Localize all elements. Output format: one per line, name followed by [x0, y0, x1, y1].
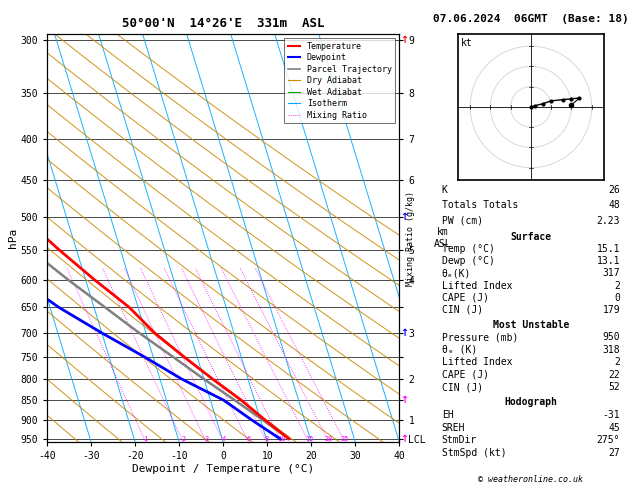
Text: 275°: 275° — [596, 435, 620, 445]
Text: StmDir: StmDir — [442, 435, 477, 445]
Text: 3: 3 — [204, 436, 209, 442]
X-axis label: Dewpoint / Temperature (°C): Dewpoint / Temperature (°C) — [132, 464, 314, 474]
Text: Temp (°C): Temp (°C) — [442, 244, 494, 254]
Text: K: K — [442, 185, 448, 195]
Text: Mixing Ratio (g/kg): Mixing Ratio (g/kg) — [406, 191, 415, 286]
Text: θₑ (K): θₑ (K) — [442, 345, 477, 355]
Text: -31: -31 — [603, 410, 620, 420]
Text: Pressure (mb): Pressure (mb) — [442, 332, 518, 342]
Text: 45: 45 — [608, 423, 620, 433]
Text: 27: 27 — [608, 448, 620, 458]
Text: Lifted Index: Lifted Index — [442, 357, 512, 367]
Y-axis label: km
ASL: km ASL — [434, 227, 452, 249]
Text: ↑: ↑ — [401, 395, 408, 405]
Text: CIN (J): CIN (J) — [442, 382, 483, 392]
Text: ↑: ↑ — [401, 328, 408, 338]
Text: 13.1: 13.1 — [596, 256, 620, 266]
Text: 25: 25 — [341, 436, 349, 442]
Text: SREH: SREH — [442, 423, 465, 433]
Text: PW (cm): PW (cm) — [442, 216, 483, 226]
Text: 318: 318 — [603, 345, 620, 355]
Text: 2: 2 — [614, 280, 620, 291]
Text: ↑: ↑ — [401, 211, 408, 222]
Text: CAPE (J): CAPE (J) — [442, 293, 489, 303]
Text: Dewp (°C): Dewp (°C) — [442, 256, 494, 266]
Text: © weatheronline.co.uk: © weatheronline.co.uk — [479, 474, 583, 484]
Text: ↑: ↑ — [401, 35, 408, 45]
Text: CAPE (J): CAPE (J) — [442, 370, 489, 380]
Text: 10: 10 — [277, 436, 286, 442]
Text: 950: 950 — [603, 332, 620, 342]
Text: Lifted Index: Lifted Index — [442, 280, 512, 291]
Text: Surface: Surface — [510, 232, 552, 242]
Text: 6: 6 — [247, 436, 250, 442]
Text: Totals Totals: Totals Totals — [442, 200, 518, 210]
Text: 52: 52 — [608, 382, 620, 392]
Text: 8: 8 — [265, 436, 269, 442]
Text: 1: 1 — [143, 436, 148, 442]
Text: 15: 15 — [304, 436, 313, 442]
Text: θₑ(K): θₑ(K) — [442, 268, 471, 278]
Text: Hodograph: Hodograph — [504, 398, 557, 407]
Text: 15.1: 15.1 — [596, 244, 620, 254]
Text: 2.23: 2.23 — [596, 216, 620, 226]
Text: 4: 4 — [221, 436, 226, 442]
Text: 20: 20 — [325, 436, 333, 442]
Text: 50°00'N  14°26'E  331m  ASL: 50°00'N 14°26'E 331m ASL — [122, 17, 325, 30]
Text: CIN (J): CIN (J) — [442, 305, 483, 315]
Text: 07.06.2024  06GMT  (Base: 18): 07.06.2024 06GMT (Base: 18) — [433, 14, 629, 24]
Text: 22: 22 — [608, 370, 620, 380]
Text: 26: 26 — [608, 185, 620, 195]
Text: Most Unstable: Most Unstable — [493, 320, 569, 330]
Text: 0: 0 — [614, 293, 620, 303]
Text: kt: kt — [461, 38, 472, 49]
Text: EH: EH — [442, 410, 454, 420]
Text: ↑: ↑ — [401, 434, 408, 444]
Text: StmSpd (kt): StmSpd (kt) — [442, 448, 506, 458]
Text: 2: 2 — [614, 357, 620, 367]
Y-axis label: hPa: hPa — [8, 228, 18, 248]
Text: 317: 317 — [603, 268, 620, 278]
Legend: Temperature, Dewpoint, Parcel Trajectory, Dry Adiabat, Wet Adiabat, Isotherm, Mi: Temperature, Dewpoint, Parcel Trajectory… — [284, 38, 395, 123]
Text: 2: 2 — [181, 436, 186, 442]
Text: 179: 179 — [603, 305, 620, 315]
Text: 48: 48 — [608, 200, 620, 210]
